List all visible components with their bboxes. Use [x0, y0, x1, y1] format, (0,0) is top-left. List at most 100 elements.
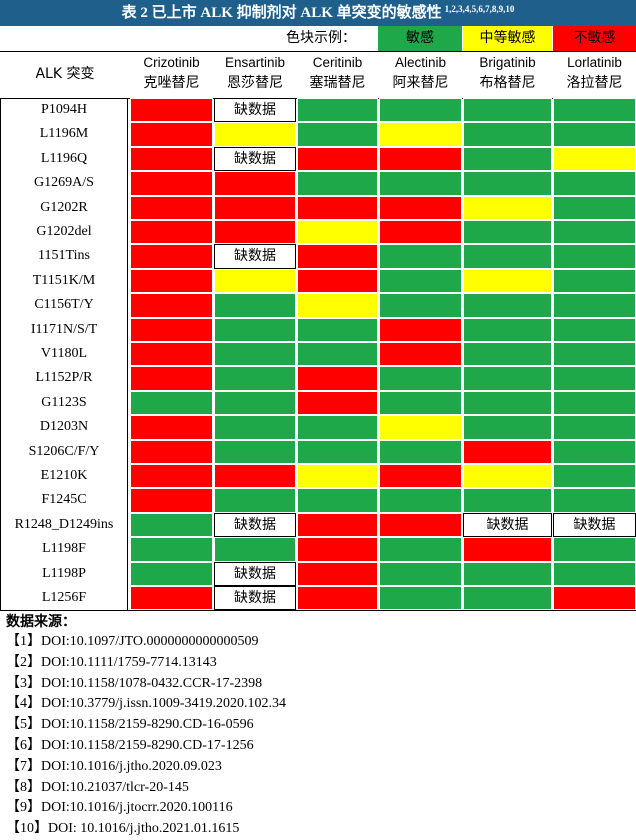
- table-row: I1171N/S/T: [0, 317, 636, 342]
- sensitivity-cell: [297, 488, 378, 513]
- sensitivity-cell: [297, 439, 378, 464]
- sensitivity-cell: [553, 439, 636, 464]
- sensitivity-cell: [214, 293, 296, 318]
- sensitivity-cell: [130, 268, 213, 294]
- source-item: 【2】DOI:10.1111/1759-7714.13143: [6, 654, 217, 670]
- sensitivity-cell: [297, 171, 378, 196]
- sensitivity-cell: [297, 293, 378, 318]
- table-header: ALK 突变 Crizotinib 克唑替尼 Ensartinib 恩莎替尼 Cerit…: [0, 51, 636, 98]
- sensitivity-cell: [553, 122, 636, 147]
- sensitivity-cell: [463, 268, 552, 294]
- source-item: 【5】DOI:10.1158/2159-8290.CD-16-0596: [6, 717, 254, 733]
- no-data-cell: 缺数据: [463, 512, 552, 538]
- sensitivity-cell: [463, 537, 552, 562]
- mutation-label: R1248_D1249ins: [0, 512, 128, 538]
- title-text: 表 2 已上市 ALK 抑制剂对 ALK 单突变的敏感性: [121, 5, 442, 21]
- header-drug: Alectinib 阿来替尼: [379, 51, 462, 98]
- table-row: G1202del: [0, 220, 636, 245]
- sensitivity-cell: [130, 415, 213, 440]
- source-item: 【10】DOI: 10.1016/j.jtho.2021.01.1615: [6, 821, 240, 837]
- no-data-cell: 缺数据: [214, 98, 296, 123]
- sensitivity-cell: [379, 146, 462, 172]
- table-row: F1245C: [0, 488, 636, 513]
- source-item: 【6】DOI:10.1158/2159-8290.CD-17-1256: [6, 737, 254, 753]
- sensitivity-cell: [463, 293, 552, 318]
- sensitivity-cell: [553, 561, 636, 586]
- sensitivity-cell: [379, 488, 462, 513]
- sensitivity-cell: [214, 342, 296, 367]
- sensitivity-cell: [297, 561, 378, 586]
- legend-label: 色块示例：: [286, 30, 356, 46]
- mutation-label: E1210K: [0, 464, 128, 489]
- sensitivity-cell: [463, 488, 552, 513]
- sensitivity-cell: [130, 317, 213, 342]
- table-bottom-rule: [0, 610, 636, 612]
- drug-name-en: Alectinib: [394, 55, 447, 70]
- sensitivity-cell: [130, 293, 213, 318]
- sensitivity-cell: [553, 146, 636, 172]
- sensitivity-cell: [297, 146, 378, 172]
- mutation-label: G1202R: [0, 195, 128, 220]
- sensitivity-cell: [379, 195, 462, 220]
- header-drug: Ceritinib 塞瑞替尼: [297, 51, 378, 98]
- sensitivity-cell: [463, 220, 552, 245]
- sensitivity-cell: [379, 439, 462, 464]
- mutation-label: P1094H: [0, 98, 128, 123]
- drug-name-cn: 塞瑞替尼: [309, 75, 366, 91]
- no-data-cell: 缺数据: [214, 586, 296, 611]
- sensitivity-cell: [463, 171, 552, 196]
- sensitivity-cell: [297, 317, 378, 342]
- sensitivity-cell: [553, 537, 636, 562]
- sensitivity-cell: [214, 439, 296, 464]
- sensitivity-cell: [553, 342, 636, 367]
- sensitivity-cell: [379, 171, 462, 196]
- sensitivity-cell: [297, 464, 378, 489]
- source-item: 【1】DOI:10.1097/JTO.0000000000000509: [6, 634, 259, 649]
- mutation-label: F1245C: [0, 488, 128, 513]
- sensitivity-cell: [297, 195, 378, 220]
- sensitivity-cell: [463, 122, 552, 147]
- sensitivity-cell: [379, 317, 462, 342]
- sensitivity-cell: [130, 561, 213, 586]
- sensitivity-cell: [463, 366, 552, 391]
- source-item: 【7】DOI:10.1016/j.jtho.2020.09.023: [6, 758, 222, 774]
- sensitivity-cell: [379, 561, 462, 586]
- color-legend: 色块示例： 敏感 中等敏感 不敏感: [0, 26, 636, 51]
- mutation-label: L1196M: [0, 122, 128, 147]
- header-drug: Lorlatinib 洛拉替尼: [553, 51, 636, 98]
- sensitivity-cell: [379, 122, 462, 147]
- sensitivity-cell: [553, 586, 636, 611]
- sensitivity-cell: [379, 512, 462, 538]
- header-mutation: ALK 突变: [35, 66, 95, 82]
- sensitivity-cell: [214, 488, 296, 513]
- sensitivity-cell: [379, 586, 462, 611]
- legend-moderate: 中等敏感: [463, 26, 552, 51]
- drug-name-cn: 克唑替尼: [143, 75, 200, 91]
- header-drug: Ensartinib 恩莎替尼: [214, 51, 296, 98]
- sensitivity-cell: [463, 415, 552, 440]
- sensitivity-cell: [214, 366, 296, 391]
- sensitivity-cell: [553, 195, 636, 220]
- header-drug: Brigatinib 布格替尼: [463, 51, 552, 98]
- mutation-label: L1198P: [0, 561, 128, 586]
- sensitivity-cell: [553, 244, 636, 269]
- sensitivity-cell: [463, 464, 552, 489]
- sensitivity-cell: [214, 171, 296, 196]
- header-drug: Crizotinib 克唑替尼: [130, 51, 213, 98]
- sensitivity-cell: [214, 268, 296, 294]
- sensitivity-cell: [297, 98, 378, 123]
- sensitivity-cell: [463, 561, 552, 586]
- mutation-label: D1203N: [0, 415, 128, 440]
- mutation-label: L1152P/R: [0, 366, 128, 391]
- source-item: 【4】DOI:10.3779/j.issn.1009-3419.2020.102…: [6, 696, 286, 712]
- sensitivity-cell: [379, 390, 462, 416]
- mutation-label: I1171N/S/T: [0, 317, 128, 342]
- sensitivity-cell: [214, 195, 296, 220]
- sensitivity-cell: [130, 220, 213, 245]
- sensitivity-cell: [297, 415, 378, 440]
- mutation-label: G1123S: [0, 390, 128, 416]
- sensitivity-cell: [297, 220, 378, 245]
- table-row: R1248_D1249ins 缺数据 缺数据 缺数据: [0, 512, 636, 538]
- sensitivity-cell: [379, 220, 462, 245]
- drug-name-cn: 洛拉替尼: [566, 75, 623, 91]
